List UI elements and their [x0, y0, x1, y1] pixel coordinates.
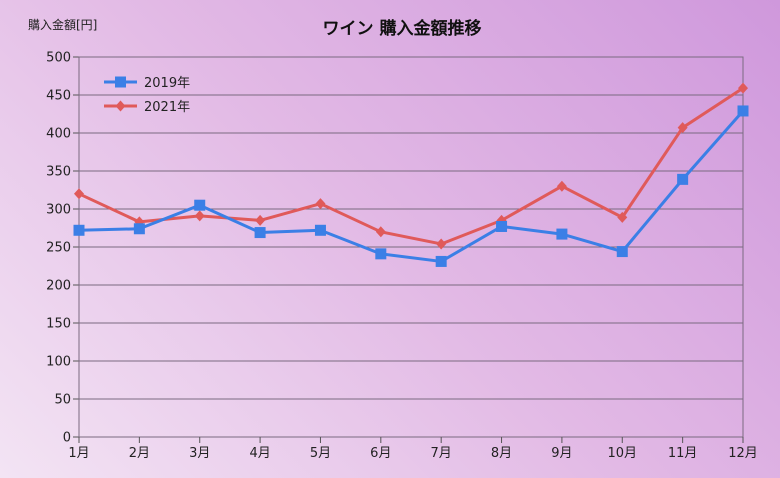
legend-marker: [115, 100, 126, 112]
data-point: [315, 198, 326, 210]
legend-item: 2021年: [104, 100, 190, 115]
data-point: [435, 255, 447, 267]
y-tick-label: 500: [46, 51, 71, 66]
data-point: [254, 227, 266, 239]
x-tick-label: 3月: [189, 446, 210, 461]
y-tick-label: 250: [46, 241, 71, 256]
x-tick-label: 2月: [129, 446, 150, 461]
y-tick-label: 350: [46, 165, 71, 180]
x-tick-label: 7月: [431, 446, 452, 461]
data-point: [436, 238, 447, 250]
y-tick-label: 50: [54, 393, 71, 408]
legend-item: 2019年: [104, 76, 190, 91]
y-tick-label: 100: [46, 355, 71, 370]
x-tick-label: 8月: [491, 446, 512, 461]
data-point: [375, 226, 386, 238]
series-layer: [73, 82, 749, 267]
y-tick-label: 300: [46, 203, 71, 218]
data-point: [496, 220, 508, 232]
y-tick-label: 200: [46, 279, 71, 294]
series-1: [74, 82, 748, 250]
y-tick-label: 400: [46, 127, 71, 142]
y-axis-label: 購入金額[円]: [28, 17, 97, 32]
data-point: [616, 246, 628, 258]
legend-marker: [115, 76, 126, 88]
series-line: [78, 109, 745, 263]
data-point: [737, 105, 749, 117]
series-line: [78, 86, 744, 246]
y-tick-label: 450: [46, 89, 71, 104]
legend-label: 2021年: [144, 100, 190, 115]
data-point: [738, 82, 748, 94]
series-0: [73, 105, 749, 267]
legend: 2019年 2021年: [104, 76, 190, 115]
data-point: [556, 228, 568, 240]
data-point: [74, 188, 84, 200]
data-point: [255, 214, 266, 226]
x-tick-label: 4月: [249, 446, 270, 461]
axes: 0 50 100 150 200 250 300 350 400 450 500 1月 2月 3月 4月 5月…: [46, 51, 758, 462]
x-tick-label: 1月: [68, 446, 89, 461]
data-point: [677, 122, 688, 134]
x-tick-label: 6月: [370, 446, 391, 461]
data-point: [194, 199, 206, 211]
data-point: [314, 224, 326, 236]
legend-label: 2019年: [144, 76, 190, 91]
x-tick-label: 5月: [310, 446, 331, 461]
x-tick-label: 12月: [728, 446, 758, 461]
plot-border: [78, 56, 744, 438]
data-point: [194, 210, 205, 222]
x-tick-label: 10月: [607, 446, 637, 461]
y-tick-label: 150: [46, 317, 71, 332]
data-point: [677, 173, 689, 185]
x-tick-label: 9月: [551, 446, 572, 461]
chart-title: ワイン 購入金額推移: [323, 18, 482, 39]
data-point: [133, 223, 145, 235]
x-tick-label: 11月: [668, 446, 698, 461]
y-tick-label: 0: [63, 431, 71, 446]
data-point: [556, 180, 567, 192]
data-point: [73, 224, 85, 236]
data-point: [375, 248, 387, 260]
data-point: [617, 211, 628, 223]
